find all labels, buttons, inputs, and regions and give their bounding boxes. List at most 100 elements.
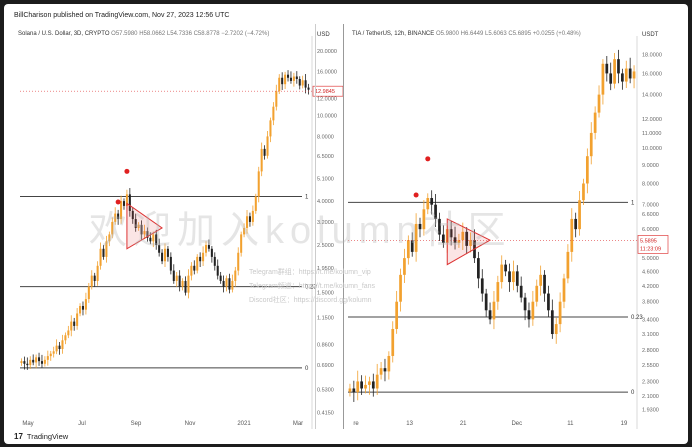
- y-tick-label: 18.0000: [642, 53, 662, 59]
- peak-marker: [413, 192, 419, 198]
- y-tick-label: 1.9500: [317, 266, 334, 272]
- y-tick-label: 1.9300: [642, 407, 659, 413]
- ohlc-open-left: O57.5980: [111, 31, 138, 37]
- candle-body: [105, 241, 108, 257]
- candle-body: [178, 275, 181, 287]
- y-tick-label: 4.6000: [642, 269, 659, 275]
- candle-body: [272, 106, 275, 121]
- chart-svg-right[interactable]: USDT 1.9300 2.1000 2.3000 2.5500 2.8000 3.1000…: [344, 24, 682, 429]
- candle-body: [613, 59, 616, 84]
- candle-body: [585, 156, 589, 184]
- candle-body: [410, 240, 414, 252]
- candle-body: [307, 87, 310, 90]
- candle-body: [480, 278, 484, 294]
- candle-body: [161, 252, 164, 262]
- candle-body: [441, 234, 445, 243]
- ohlc-close-left: C58.8778: [193, 31, 220, 37]
- triangle-pattern: [446, 218, 492, 266]
- ohlc-low-right: L5.6063: [485, 31, 507, 37]
- candle-body: [414, 223, 418, 252]
- candle-body: [152, 234, 155, 242]
- candle-body: [278, 77, 281, 92]
- candle-body: [199, 256, 202, 262]
- chart-title-left-name: Solana / U.S. Dollar, 3D, CRYPTO: [18, 31, 110, 37]
- candle-body: [187, 275, 190, 293]
- candle-body: [245, 216, 249, 228]
- candle-body: [621, 73, 624, 82]
- y-tick-label: 2.3000: [642, 379, 659, 385]
- y-tick-label: 3.4000: [642, 317, 659, 323]
- candle-body: [535, 285, 539, 302]
- ohlc-change-right: +0.0255 (+0.48%): [532, 31, 581, 37]
- chart-title-left: Solana / U.S. Dollar, 3D, CRYPTO O57.598…: [18, 31, 269, 37]
- candle-body: [26, 363, 29, 366]
- peak-marker: [124, 168, 130, 174]
- y-tick-label: 9.0000: [642, 163, 659, 169]
- candle-body: [434, 204, 437, 219]
- candle-body: [20, 361, 23, 364]
- candle-body: [131, 210, 134, 220]
- candle-body: [35, 357, 38, 363]
- candle-body: [219, 275, 222, 281]
- candle-body: [202, 252, 205, 262]
- candle-body: [76, 313, 79, 326]
- y-tick-label: 6.0000: [642, 227, 659, 233]
- candle-body: [550, 310, 554, 335]
- candle-body: [58, 345, 61, 350]
- watermark-line-2: Telegram频道：https://t.me/kolumn_fans: [249, 283, 376, 290]
- candle-body: [266, 136, 269, 156]
- candle-body: [23, 361, 26, 364]
- candle-body: [391, 328, 395, 356]
- chart-title-right-name: TIA / TetherUS, 12h, BINANCE: [352, 31, 435, 37]
- candle-body: [543, 274, 546, 294]
- chart-svg-left[interactable]: USD 0.4150 0.5300 0.6900 0.8600 1.1500 1.5000 1…: [10, 24, 344, 429]
- y-tick-label: 8.0000: [642, 181, 659, 187]
- candle-body: [496, 282, 500, 302]
- x-tick-label: 11: [567, 421, 574, 427]
- y-tick-label: 0.5300: [317, 388, 334, 394]
- candle-body: [438, 218, 441, 235]
- candle-body: [163, 248, 167, 262]
- candle-body: [601, 63, 605, 95]
- candle-body: [90, 275, 93, 287]
- y-tick-label: 1.1500: [317, 315, 334, 321]
- y-tick-label: 16.0000: [317, 70, 337, 76]
- last-price-label: 12.9845: [315, 89, 335, 95]
- y-tick-label: 0.6900: [317, 363, 334, 369]
- x-tick-label: Sep: [131, 421, 142, 427]
- candle-body: [477, 258, 480, 279]
- candle-body: [55, 345, 58, 352]
- candle-body: [449, 229, 453, 238]
- candle-body: [281, 77, 284, 85]
- candle-body: [52, 351, 55, 354]
- candle-body: [43, 359, 46, 364]
- candle-body: [515, 271, 519, 286]
- candle-body: [364, 384, 367, 389]
- candle-countdown: 11:23:09: [640, 246, 661, 252]
- candle-body: [574, 218, 578, 230]
- fib-level-label: 0: [305, 366, 309, 372]
- candle-body: [492, 301, 496, 320]
- candle-body: [216, 265, 219, 276]
- candle-body: [566, 251, 570, 279]
- candle-body: [578, 200, 581, 230]
- candle-body: [175, 275, 178, 281]
- candle-body: [295, 76, 298, 79]
- triangle-pattern: [126, 202, 163, 250]
- currency-label: USDT: [642, 32, 659, 38]
- candle-body: [301, 80, 304, 86]
- candle-body: [531, 301, 535, 320]
- candle-body: [172, 270, 175, 281]
- candle-body: [298, 78, 301, 86]
- y-tick-label: 6.6000: [642, 212, 659, 218]
- candle-body: [379, 368, 383, 375]
- candle-body: [251, 210, 254, 222]
- candle-body: [120, 201, 123, 220]
- panel-divider-inner: [315, 24, 316, 429]
- fib-level-label: 0: [631, 390, 635, 396]
- watermark-big: 欢迎加入kolumn社区: [89, 210, 512, 252]
- candle-body: [243, 227, 246, 235]
- watermark-line-1: Telegram群组：https://t.me/kolumn_vip: [249, 269, 371, 276]
- candle-body: [371, 381, 375, 389]
- y-tick-label: 4.0000: [317, 199, 334, 205]
